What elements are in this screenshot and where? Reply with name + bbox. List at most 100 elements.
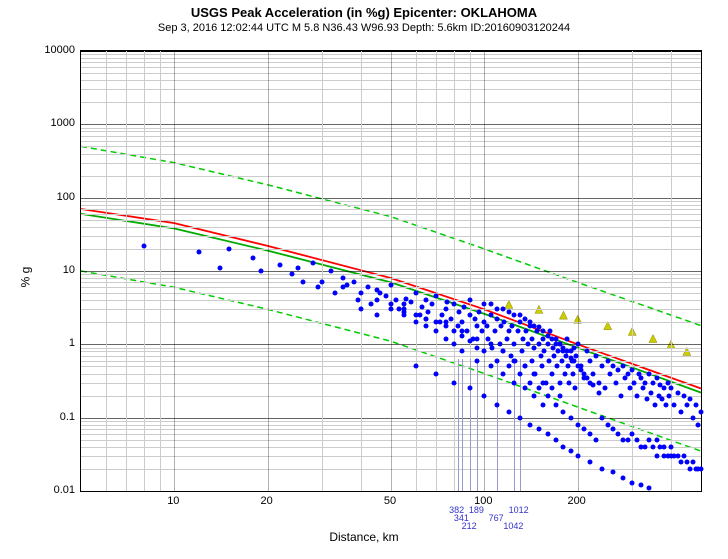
scatter-point	[557, 393, 562, 398]
scatter-point	[434, 329, 439, 334]
scatter-point	[455, 323, 460, 328]
scatter-point	[600, 415, 605, 420]
scatter-point	[699, 409, 704, 414]
scatter-point	[482, 302, 487, 307]
scatter-point	[660, 396, 665, 401]
x-major-gridline	[174, 51, 175, 491]
scatter-point	[472, 317, 477, 322]
x-minor-gridline	[671, 51, 672, 491]
scatter-point	[649, 390, 654, 395]
scatter-point	[630, 367, 635, 372]
scatter-point	[684, 402, 689, 407]
x-major-gridline	[268, 51, 269, 491]
scatter-point	[482, 349, 487, 354]
scatter-point	[434, 294, 439, 299]
scatter-point	[652, 402, 657, 407]
scatter-point	[542, 349, 547, 354]
scatter-point	[647, 437, 652, 442]
x-minor-gridline	[361, 51, 362, 491]
scatter-point	[532, 393, 537, 398]
scatter-point	[645, 396, 650, 401]
scatter-point	[443, 323, 448, 328]
scatter-point	[460, 320, 465, 325]
scatter-point	[512, 313, 517, 318]
scatter-point	[424, 298, 429, 303]
scatter-point	[300, 280, 305, 285]
scatter-point	[536, 386, 541, 391]
scatter-point	[553, 437, 558, 442]
scatter-point	[420, 305, 425, 310]
scatter-point	[413, 320, 418, 325]
scatter-point	[328, 269, 333, 274]
scatter-point	[424, 317, 429, 322]
scatter-point	[561, 444, 566, 449]
scatter-point	[630, 480, 635, 485]
scatter-point	[358, 291, 363, 296]
scatter-point	[687, 466, 692, 471]
scatter-point	[600, 364, 605, 369]
scatter-point	[502, 320, 507, 325]
y-tick-label: 1000	[35, 117, 75, 129]
scatter-point	[610, 470, 615, 475]
scatter-point	[196, 250, 201, 255]
scatter-point	[588, 431, 593, 436]
scatter-point	[549, 371, 554, 376]
scatter-point	[525, 342, 530, 347]
scatter-point	[465, 329, 470, 334]
scatter-point	[445, 299, 450, 304]
scatter-point	[368, 302, 373, 307]
y-tick-label: 1	[35, 337, 75, 349]
scatter-point	[553, 402, 558, 407]
scatter-point	[575, 454, 580, 459]
scatter-point	[561, 409, 566, 414]
scatter-point	[549, 386, 554, 391]
scatter-point	[517, 415, 522, 420]
scatter-point	[512, 358, 517, 363]
scatter-point	[594, 437, 599, 442]
scatter-point	[394, 298, 399, 303]
scatter-point	[527, 320, 532, 325]
scatter-point	[672, 402, 677, 407]
station-line	[458, 359, 459, 491]
scatter-point	[684, 459, 689, 464]
scatter-point	[389, 307, 394, 312]
scatter-point	[668, 386, 673, 391]
scatter-point	[585, 349, 590, 354]
scatter-point	[630, 431, 635, 436]
scatter-point	[552, 353, 557, 358]
scatter-point	[610, 427, 615, 432]
scatter-point	[654, 454, 659, 459]
scatter-point	[647, 371, 652, 376]
scatter-point	[340, 276, 345, 281]
scatter-point	[510, 323, 515, 328]
scatter-point	[501, 307, 506, 312]
scatter-point	[488, 342, 493, 347]
scatter-point	[538, 353, 543, 358]
scatter-point	[434, 320, 439, 325]
scatter-point	[475, 323, 480, 328]
scatter-point	[555, 364, 560, 369]
scatter-point	[561, 349, 566, 354]
scatter-point	[315, 285, 320, 290]
scatter-point	[482, 393, 487, 398]
scatter-point	[506, 409, 511, 414]
scatter-point	[430, 302, 435, 307]
scatter-point	[333, 291, 338, 296]
scatter-point	[413, 364, 418, 369]
y-tick-label: 0.01	[35, 484, 75, 496]
scatter-point	[468, 386, 473, 391]
station-label: 767	[489, 513, 504, 523]
scatter-point	[468, 339, 473, 344]
scatter-point	[434, 371, 439, 376]
scatter-point	[519, 349, 524, 354]
scatter-point	[663, 402, 668, 407]
scatter-point	[678, 409, 683, 414]
x-major-gridline	[484, 51, 485, 491]
scatter-point	[699, 466, 704, 471]
scatter-point	[572, 386, 577, 391]
scatter-point	[374, 298, 379, 303]
scatter-point	[426, 309, 431, 314]
scatter-point	[545, 431, 550, 436]
scatter-point	[290, 272, 295, 277]
scatter-point	[475, 358, 480, 363]
